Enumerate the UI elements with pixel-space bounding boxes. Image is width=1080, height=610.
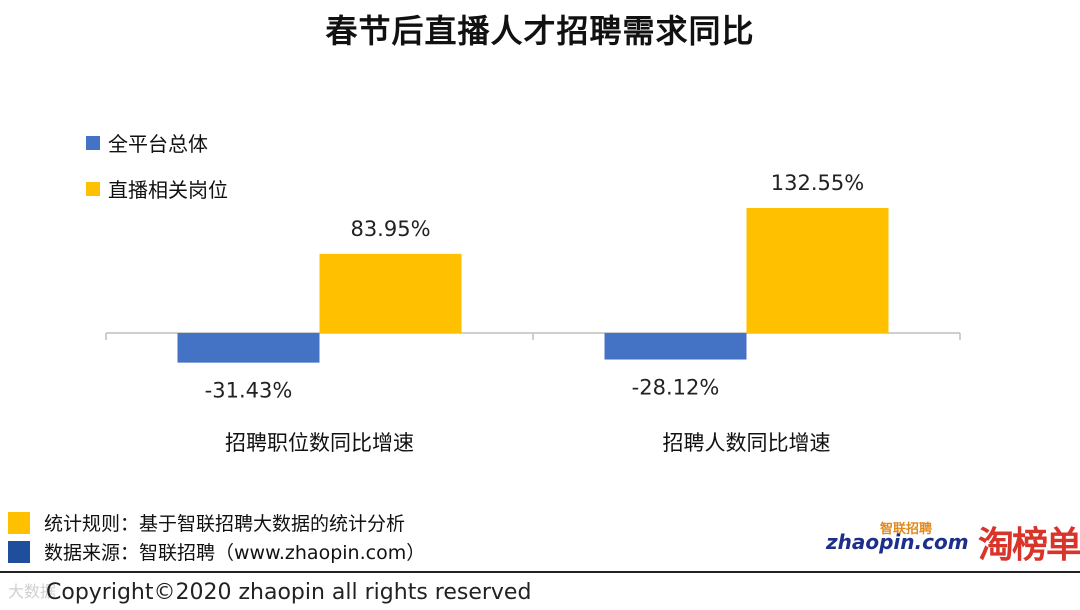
source-note-text: 数据来源：智联招聘（www.zhaopin.com） — [44, 542, 426, 564]
zhaopin-logo-cn: 智联招聘 — [880, 522, 933, 537]
category-label: 招聘人数同比增速 — [663, 431, 831, 455]
bar-all-platform-1 — [604, 333, 747, 360]
data-source-note: 数据来源：智联招聘（www.zhaopin.com） — [8, 538, 425, 565]
rule-note-text: 统计规则：基于智联招聘大数据的统计分析 — [44, 513, 406, 535]
copyright-text: Copyright©2020 zhaopin all rights reserv… — [46, 580, 532, 605]
zhaopin-logo-text: zhaopin.com — [826, 530, 969, 554]
legend-label-all-platform: 全平台总体 — [108, 132, 208, 156]
bar-live-jobs-1 — [746, 208, 889, 333]
taobang-logo: 淘榜单 — [978, 525, 1080, 566]
data-label: -31.43% — [205, 379, 293, 403]
data-label: 83.95% — [350, 217, 430, 241]
bar-live-jobs-0 — [319, 253, 462, 333]
watermark: 大数据 — [8, 582, 57, 601]
legend-label-live-jobs: 直播相关岗位 — [108, 178, 228, 202]
bar-chart: -31.43% 83.95% 招聘职位数同比增速 -28.12% 132.55% 招聘人数… — [105, 171, 961, 455]
bar-all-platform-0 — [177, 333, 320, 363]
zhaopin-logo: 智联招聘 zhaopin.com — [826, 522, 969, 558]
category-label: 招聘职位数同比增速 — [225, 431, 414, 455]
legend-item-all-platform: 全平台总体 — [86, 128, 208, 157]
data-label: -28.12% — [632, 376, 720, 400]
data-label: 132.55% — [771, 171, 864, 195]
chart-title: 春节后直播人才招聘需求同比 — [325, 12, 755, 50]
footer-divider — [0, 571, 1080, 573]
rule-note-square — [8, 511, 30, 534]
source-note-square — [8, 540, 30, 563]
legend-swatch-live-jobs — [86, 181, 100, 196]
stat-rule-note: 统计规则：基于智联招聘大数据的统计分析 — [8, 509, 405, 536]
legend-swatch-all-platform — [86, 135, 100, 150]
legend-item-live-jobs: 直播相关岗位 — [86, 174, 228, 203]
